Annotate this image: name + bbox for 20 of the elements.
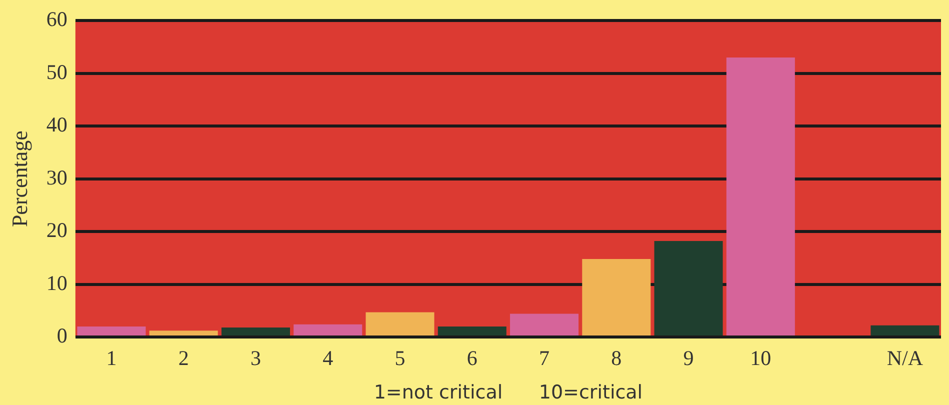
- x-tick-label: 3: [250, 346, 261, 370]
- x-tick-label: 2: [178, 346, 189, 370]
- y-tick-label: 40: [46, 112, 68, 137]
- y-tick-label: 0: [56, 324, 68, 348]
- y-axis-title: Percentage: [6, 130, 32, 228]
- x-tick-label: 4: [322, 346, 334, 370]
- x-tick-label: 8: [611, 346, 622, 370]
- x-tick-label: 5: [394, 346, 406, 370]
- y-tick-label: 50: [46, 60, 68, 84]
- x-tick-label: 1: [106, 346, 117, 370]
- y-tick-label: 10: [46, 270, 68, 295]
- x-tick-label: 7: [539, 346, 550, 370]
- x-tick-label: 6: [466, 346, 478, 370]
- y-tick-label: 30: [46, 165, 68, 190]
- x-axis-title: 1=not critical 10=critical: [374, 382, 643, 404]
- x-tick-label: N/A: [886, 346, 924, 370]
- y-tick-label: 60: [46, 7, 68, 32]
- y-tick-label: 20: [46, 218, 68, 242]
- x-tick-label: 9: [683, 346, 694, 370]
- x-tick-label: 10: [750, 346, 772, 370]
